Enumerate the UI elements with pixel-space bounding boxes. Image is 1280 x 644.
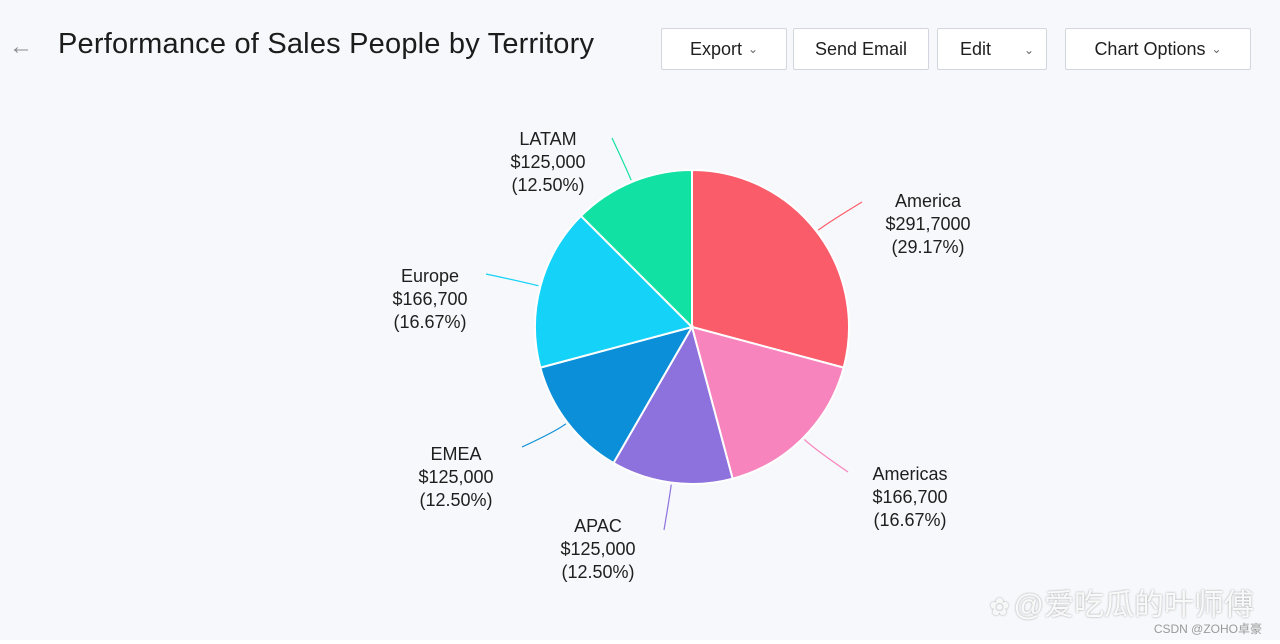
leader-line-emea bbox=[521, 423, 567, 448]
data-label-apac-value-label: $125,000 bbox=[560, 539, 635, 559]
page-title: Performance of Sales People by Territory bbox=[58, 28, 595, 60]
paw-icon: ✿ bbox=[989, 594, 1010, 621]
data-label-apac-percent-label: (12.50%) bbox=[561, 562, 634, 582]
pie-slice-america[interactable] bbox=[691, 168, 850, 369]
data-label-america-percent-label: (29.17%) bbox=[891, 237, 964, 257]
data-label-latam-percent-label: (12.50%) bbox=[511, 175, 584, 195]
edit-button[interactable]: Edit ⌄ bbox=[937, 28, 1047, 70]
pie-slice-emea[interactable] bbox=[539, 325, 695, 465]
data-label-apac-name: APAC bbox=[574, 516, 622, 536]
data-label-emea-value-label: $125,000 bbox=[418, 467, 493, 487]
watermark: ✿ @爱吃瓜的叶师傅 bbox=[989, 580, 1254, 624]
data-label-europe-value-label: $166,700 bbox=[392, 289, 467, 309]
data-label-americas-value-label: $166,700 bbox=[872, 487, 947, 507]
export-label: Export bbox=[689, 38, 742, 59]
send-email-button[interactable]: Send Email bbox=[793, 28, 929, 70]
pie-slice-americas[interactable] bbox=[690, 325, 845, 480]
data-label-emea-name: EMEA bbox=[430, 444, 481, 464]
send-email-label: Send Email bbox=[814, 38, 908, 59]
data-label-americas-name: Americas bbox=[872, 464, 947, 484]
data-label-america-name: America bbox=[895, 191, 962, 211]
chevron-down-icon[interactable]: ⌄ bbox=[1023, 43, 1034, 57]
back-arrow-icon[interactable]: ← bbox=[9, 33, 33, 60]
edit-label: Edit bbox=[960, 39, 992, 59]
data-label-americas-percent-label: (16.67%) bbox=[873, 510, 946, 530]
leader-line-americas bbox=[803, 439, 849, 473]
leader-line-europe bbox=[485, 273, 539, 287]
pie-slice-apac[interactable] bbox=[612, 324, 734, 485]
watermark-text: @爱吃瓜的叶师傅 bbox=[1013, 589, 1254, 622]
pie-slice-europe[interactable] bbox=[534, 214, 694, 369]
chart-options-button[interactable]: Chart Options ⌄ bbox=[1065, 28, 1251, 70]
leader-line-latam bbox=[611, 137, 632, 181]
leader-line-america bbox=[817, 201, 863, 231]
header-bar: ← Performance of Sales People by Territo… bbox=[0, 0, 1280, 100]
leader-line-apac bbox=[663, 484, 672, 531]
data-label-europe-percent-label: (16.67%) bbox=[393, 312, 466, 332]
data-label-europe-name: Europe bbox=[401, 266, 459, 286]
credit-text: CSDN @ZOHO卓豪 bbox=[1153, 622, 1262, 636]
export-button[interactable]: Export ⌄ bbox=[661, 28, 787, 70]
data-label-latam-name: LATAM bbox=[519, 129, 576, 149]
data-label-latam-value-label: $125,000 bbox=[510, 152, 585, 172]
pie-slice-latam[interactable] bbox=[579, 168, 693, 330]
chevron-down-icon: ⌄ bbox=[1211, 42, 1222, 56]
chevron-down-icon: ⌄ bbox=[747, 42, 759, 56]
bottom-divider bbox=[0, 640, 1280, 644]
chart-options-label: Chart Options bbox=[1094, 38, 1206, 59]
data-label-emea-percent-label: (12.50%) bbox=[419, 490, 492, 510]
data-label-america-value-label: $291,7000 bbox=[885, 214, 970, 234]
